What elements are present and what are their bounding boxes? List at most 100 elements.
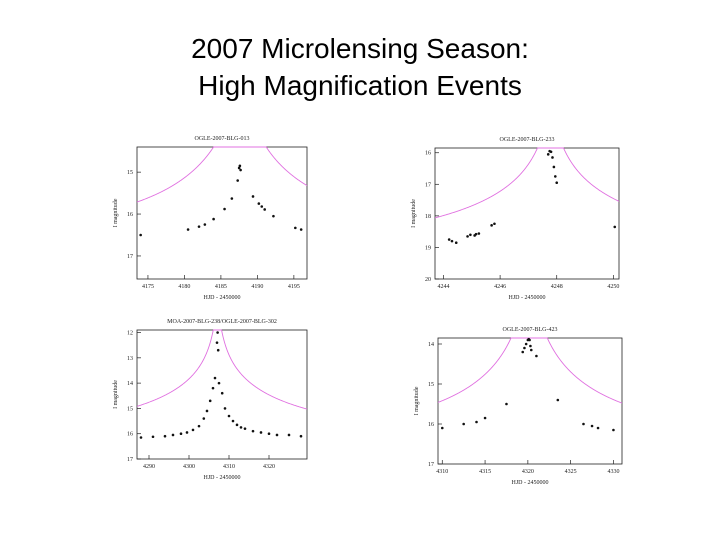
plot-frame [434,147,620,280]
data-point [299,228,303,231]
y-tick-label: 15 [127,406,133,412]
x-tick-label: 4190 [251,284,263,290]
x-axis-label: HJD - 2450000 [509,295,546,301]
data-point [554,175,557,178]
chart-svg: OGLE-2007-BLG-233 4244 4246 4248 4250 16 17 18 1… [411,137,620,301]
data-point [236,179,239,182]
y-tick-label: 16 [127,432,133,438]
title-line-1: 2007 Microlensing Season: [191,33,529,64]
data-point [197,424,201,428]
data-point [251,195,255,198]
data-point [197,225,201,228]
y-tick-label: 19 [425,245,431,251]
data-point [139,233,142,237]
data-point [237,166,241,170]
y-axis-label: I magnitude [414,386,420,415]
chart-panel-ogle-013: OGLE-2007-BLG-013 4175 4180 4185 4190 4195 15 1… [105,125,315,305]
x-tick-label: 4246 [494,284,506,290]
data-point [529,344,532,348]
data-point [239,426,243,429]
model-curve [136,146,308,203]
data-point [215,341,219,344]
y-tick-label: 15 [428,382,434,388]
data-point [556,398,560,402]
x-tick-label: 4320 [263,464,275,470]
y-tick-label: 16 [127,212,133,218]
data-point [582,422,585,426]
data-point [171,433,175,437]
plot-frame [136,146,308,280]
model-curve [136,329,308,410]
y-axis-label: I magnitude [113,198,119,227]
data-point [211,386,215,390]
y-tick-label: 16 [428,422,434,428]
data-point [440,426,444,430]
data-point [613,225,617,229]
plot-frame [136,329,308,460]
data-point [223,207,226,211]
data-point [450,239,454,243]
x-tick-label: 4248 [551,284,563,290]
chart-title: MOA-2007-BLG-238/OGLE-2007-BLG-302 [167,319,277,325]
y-tick-label: 17 [127,457,133,463]
title-line-2: High Magnification Events [198,70,522,101]
data-point [216,348,220,352]
data-point [454,241,458,244]
chart-svg: OGLE-2007-BLG-013 4175 4180 4185 4190 4195 15 1… [113,136,308,301]
data-point [257,202,261,205]
data-point [521,350,525,354]
y-tick-label: 17 [428,462,434,468]
data-point [212,217,215,221]
chart-panel-moa-238: MOA-2007-BLG-238/OGLE-2007-BLG-302 4290 43… [105,310,315,485]
data-point [260,205,264,208]
data-point [528,338,531,342]
data-point [462,422,465,426]
data-point [535,354,538,358]
data-point [294,226,297,230]
data-point [259,431,263,434]
data-point [243,427,247,430]
data-point [272,214,275,218]
x-tick-label: 4300 [183,464,195,470]
data-point [230,197,234,200]
data-point [251,429,255,433]
chart-title: OGLE-2007-BLG-233 [500,137,555,143]
data-point [267,432,271,436]
data-point [186,228,190,231]
data-point [596,426,600,430]
data-point [213,376,217,380]
y-tick-label: 13 [127,356,133,362]
y-axis-label: I magnitude [411,199,417,228]
data-point [191,428,195,432]
data-point [203,223,207,226]
data-point [524,342,528,346]
data-point [151,435,155,439]
chart-title: OGLE-2007-BLG-423 [503,327,558,333]
data-point [612,428,615,432]
y-tick-label: 14 [428,342,434,348]
y-tick-label: 20 [425,277,431,283]
y-tick-label: 15 [127,170,133,176]
y-tick-label: 14 [127,381,133,387]
y-tick-label: 18 [425,214,431,220]
data-point [139,436,143,439]
x-tick-label: 4195 [288,284,300,290]
plot-frame [437,337,623,465]
x-tick-label: 4244 [437,284,449,290]
y-tick-label: 17 [425,182,431,188]
data-point [493,222,496,226]
x-axis-label: HJD - 2450000 [512,480,549,486]
x-tick-label: 4325 [565,469,577,475]
data-point [529,348,533,352]
x-tick-label: 4320 [522,469,534,475]
data-point [477,232,481,235]
data-point [208,399,212,403]
data-point [469,233,472,237]
data-point [179,432,183,436]
model-curve [437,337,623,404]
x-tick-label: 4310 [223,464,235,470]
x-tick-label: 4185 [215,284,227,290]
data-point [202,417,206,420]
x-tick-label: 4290 [143,464,155,470]
slide-title: 2007 Microlensing Season: High Magnifica… [0,30,720,104]
